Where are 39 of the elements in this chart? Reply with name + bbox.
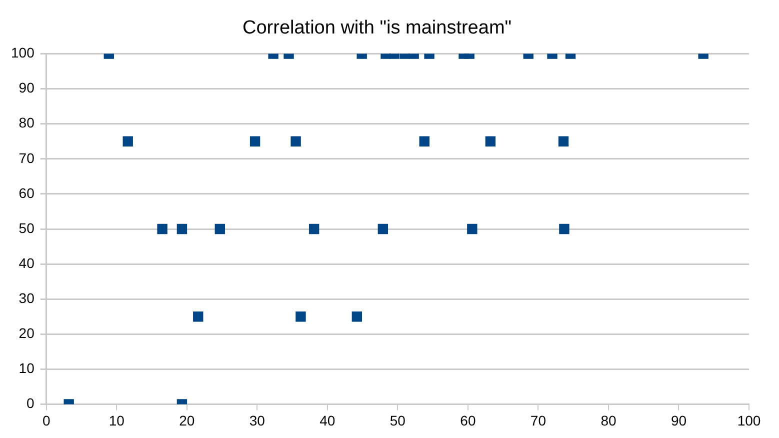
y-tick-label: 50 xyxy=(18,220,35,236)
x-tick-label: 70 xyxy=(530,412,546,428)
y-tick-label: 40 xyxy=(18,254,35,271)
x-tick-label: 60 xyxy=(460,412,476,428)
point xyxy=(352,312,362,322)
point xyxy=(308,224,320,234)
chart-title: Correlation with "is mainstream" xyxy=(242,18,512,39)
y-tick-label: 20 xyxy=(18,324,35,341)
y-tick-label: 80 xyxy=(18,114,35,131)
y-tick-label: 70 xyxy=(18,150,35,166)
x-tick-label: 30 xyxy=(249,412,266,428)
point xyxy=(558,136,569,146)
point xyxy=(296,312,306,322)
y-tick-label: 0 xyxy=(26,395,35,412)
y-tick-label: 30 xyxy=(18,290,35,306)
point xyxy=(250,136,260,146)
x-tick-label: 100 xyxy=(737,412,761,428)
point xyxy=(378,224,388,234)
point xyxy=(157,224,168,234)
y-tick-label: 90 xyxy=(18,80,35,96)
point xyxy=(559,224,570,234)
x-tick-label: 50 xyxy=(390,412,406,428)
x-tick-label: 10 xyxy=(108,412,125,428)
x-tick-label: 90 xyxy=(670,412,687,428)
x-tick-label: 80 xyxy=(600,412,616,428)
x-tick-label: 20 xyxy=(179,412,195,428)
y-tick-label: 60 xyxy=(18,184,35,201)
x-tick-label: 0 xyxy=(42,412,50,428)
point xyxy=(485,136,496,146)
point xyxy=(176,224,188,234)
x-tick-label: 40 xyxy=(320,412,336,428)
y-tick-label: 10 xyxy=(18,360,35,376)
y-tick-label: 100 xyxy=(11,44,35,61)
point xyxy=(467,224,478,234)
point xyxy=(193,312,204,322)
point xyxy=(290,136,301,146)
point xyxy=(419,136,430,146)
point xyxy=(214,224,226,234)
point xyxy=(122,136,133,146)
